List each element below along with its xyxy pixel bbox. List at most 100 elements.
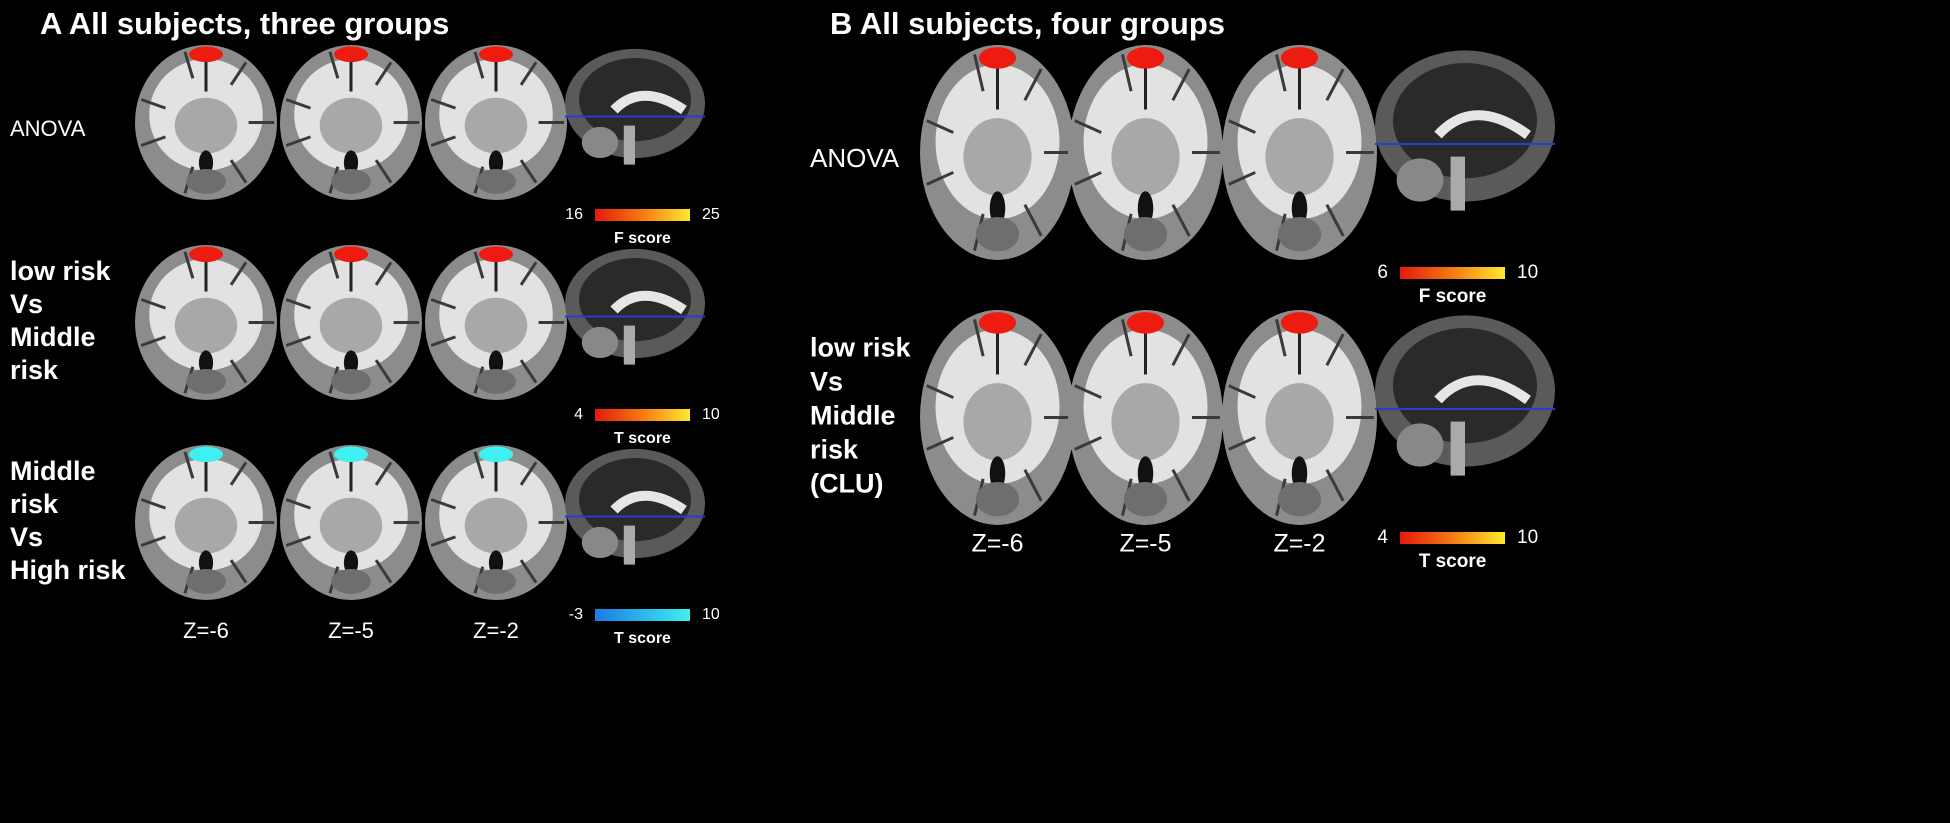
sulcus [926, 171, 954, 186]
panel-title: B All subjects, four groups [830, 6, 1225, 41]
ventricle [1137, 456, 1154, 491]
sulcus [229, 159, 248, 184]
axial-slice [425, 445, 567, 600]
deep-gray [319, 297, 383, 354]
sulcus [1074, 436, 1102, 451]
axial-slice [280, 245, 422, 400]
sulcus [1074, 171, 1102, 186]
sulcus [926, 119, 954, 134]
slice-label: Z=-6 [183, 618, 229, 643]
sulcus [430, 535, 456, 547]
sulcus [140, 98, 166, 110]
sulcus [973, 54, 985, 92]
row-label: risk [10, 489, 59, 519]
colorbar [1400, 532, 1505, 544]
activation [333, 46, 369, 63]
panel-title: A All subjects, three groups [40, 6, 449, 41]
slice-label: Z=-5 [328, 618, 374, 643]
cerebellum [476, 169, 516, 194]
activation [1126, 47, 1165, 69]
sulcus [473, 251, 485, 279]
colorbar-max: 25 [702, 206, 720, 223]
brainstem [1450, 156, 1465, 211]
axial-slice [1068, 310, 1223, 525]
sagittal-slice [565, 48, 705, 165]
deep-gray [319, 97, 383, 154]
brainstem [623, 125, 635, 165]
deep-gray [1111, 383, 1180, 461]
activation [978, 312, 1017, 334]
slice-label: Z=-2 [1273, 530, 1325, 558]
activation [478, 446, 514, 463]
sulcus [285, 535, 311, 547]
sulcus [140, 135, 166, 147]
deep-gray [963, 383, 1032, 461]
row-label: risk [10, 355, 59, 385]
ventricle [488, 550, 504, 576]
sulcus [285, 135, 311, 147]
deep-gray [174, 97, 238, 154]
sulcus [1074, 384, 1102, 399]
sulcus [430, 135, 456, 147]
sagittal-slice [1375, 50, 1555, 211]
sulcus [229, 61, 248, 86]
row-label: Middle [10, 322, 96, 352]
activation [333, 246, 369, 263]
sulcus [328, 451, 340, 479]
sulcus [1325, 468, 1345, 502]
cerebellum [1277, 217, 1322, 252]
row-label: Vs [10, 289, 43, 319]
sulcus [140, 298, 166, 310]
deep-gray [464, 97, 528, 154]
cerebellum [1396, 423, 1444, 467]
sulcus [1121, 319, 1133, 357]
brainstem [623, 525, 635, 565]
sulcus [374, 261, 393, 286]
colorbar-label: T score [1419, 551, 1487, 572]
sulcus [1275, 54, 1287, 92]
sulcus [1023, 468, 1043, 502]
sagittal-slice [1375, 315, 1555, 476]
deep-gray [174, 497, 238, 554]
cerebellum [1396, 158, 1444, 202]
sulcus [1228, 119, 1256, 134]
ventricle [343, 350, 359, 376]
deep-gray [963, 118, 1032, 196]
deep-gray [174, 297, 238, 354]
sulcus [1228, 436, 1256, 451]
ventricle [1291, 191, 1308, 226]
sulcus [229, 559, 248, 584]
cerebellum [975, 217, 1020, 252]
deep-gray [464, 297, 528, 354]
sulcus [1023, 68, 1043, 102]
colorbar-max: 10 [702, 406, 720, 423]
sulcus [285, 98, 311, 110]
cerebellum [581, 526, 619, 559]
sulcus [430, 298, 456, 310]
corpus-callosum [610, 90, 687, 115]
sulcus [374, 461, 393, 486]
axial-slice [425, 45, 567, 200]
sulcus [183, 251, 195, 279]
sulcus [926, 436, 954, 451]
sulcus [1074, 119, 1102, 134]
sulcus [183, 451, 195, 479]
sulcus [1171, 68, 1191, 102]
activation [1280, 312, 1319, 334]
axial-slice [280, 45, 422, 200]
colorbar-max: 10 [702, 606, 720, 623]
axial-slice [135, 245, 277, 400]
row-label: High risk [10, 555, 127, 585]
cerebellum [186, 569, 226, 594]
sulcus [519, 261, 538, 286]
axial-slice [135, 45, 277, 200]
deep-gray [1265, 383, 1334, 461]
activation [188, 446, 224, 463]
sulcus [519, 559, 538, 584]
sulcus [328, 51, 340, 79]
corpus-callosum [1434, 110, 1531, 140]
sulcus [374, 559, 393, 584]
sulcus [473, 51, 485, 79]
activation [188, 46, 224, 63]
sulcus [1325, 333, 1345, 367]
